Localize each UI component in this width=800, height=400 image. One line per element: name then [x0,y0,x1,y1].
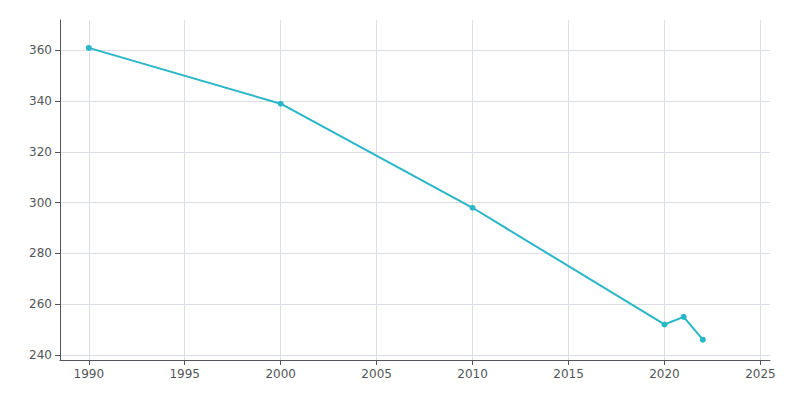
svg-text:2020: 2020 [649,367,680,381]
svg-text:2025: 2025 [745,367,776,381]
svg-text:320: 320 [29,145,52,159]
svg-text:300: 300 [29,196,52,210]
svg-text:2000: 2000 [265,367,296,381]
svg-text:2015: 2015 [553,367,584,381]
svg-text:340: 340 [29,94,52,108]
svg-text:240: 240 [29,348,52,362]
svg-text:260: 260 [29,297,52,311]
svg-text:2005: 2005 [361,367,392,381]
svg-text:360: 360 [29,43,52,57]
svg-text:1995: 1995 [169,367,200,381]
svg-text:280: 280 [29,246,52,260]
svg-text:2010: 2010 [457,367,488,381]
svg-text:1990: 1990 [74,367,105,381]
